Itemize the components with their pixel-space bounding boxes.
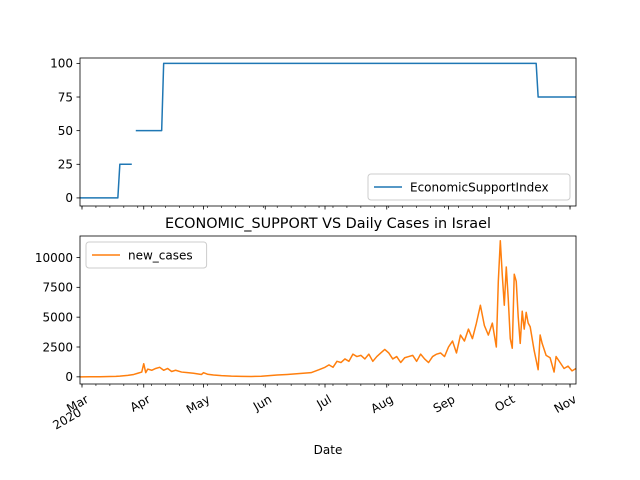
legend-label-economic-support-index: EconomicSupportIndex [410, 180, 549, 194]
y-tick-label: 0 [65, 370, 73, 384]
top-plot-area [80, 62, 576, 199]
chart-title: ECONOMIC_SUPPORT VS Daily Cases in Israe… [165, 216, 491, 232]
y-tick-label: 2500 [42, 340, 73, 354]
y-tick-label: 7500 [42, 281, 73, 295]
series-line-new-cases [79, 240, 577, 378]
x-axis-label: Date [314, 443, 343, 457]
top-axes: 0 25 50 75 100 EconomicSupportIndex [50, 57, 577, 210]
legend-box [367, 173, 571, 201]
legend-label-new-cases: new_cases [128, 248, 193, 262]
top-x-ticks [81, 206, 571, 210]
y-tick-label: 75 [58, 90, 73, 104]
bottom-y-ticks: 0 2500 5000 7500 10000 [35, 251, 80, 384]
top-axes-frame [79, 57, 577, 207]
bottom-plot-area [79, 240, 577, 378]
y-tick-label: 25 [58, 158, 73, 172]
y-tick-label: 5000 [42, 310, 73, 324]
y-tick-label: 100 [50, 57, 73, 71]
top-y-ticks: 0 25 50 75 100 [50, 57, 80, 205]
y-tick-label: 50 [58, 124, 73, 138]
top-legend: EconomicSupportIndex [367, 173, 571, 201]
y-tick-label: 10000 [35, 251, 73, 265]
x-tick-label: Jul [314, 392, 334, 412]
legend-box [85, 241, 208, 269]
y-tick-label: 0 [65, 191, 73, 205]
bottom-legend: new_cases [85, 241, 208, 269]
series-line-economicsupportindex [135, 62, 576, 132]
bottom-axes-frame [79, 235, 577, 385]
series-line-economicsupportindex [80, 163, 132, 199]
